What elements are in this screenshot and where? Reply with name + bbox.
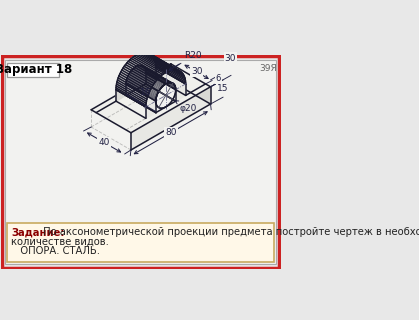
Text: Задание:: Задание:: [11, 227, 65, 237]
Text: 40: 40: [98, 138, 110, 147]
FancyBboxPatch shape: [5, 60, 276, 264]
Text: 16: 16: [140, 88, 152, 97]
Polygon shape: [171, 64, 210, 104]
Text: количестве видов.: количестве видов.: [11, 236, 109, 246]
FancyBboxPatch shape: [8, 223, 274, 262]
Polygon shape: [91, 64, 210, 133]
Polygon shape: [131, 87, 210, 150]
Text: 15: 15: [217, 84, 228, 93]
Text: ОПОРА. СТАЛЬ.: ОПОРА. СТАЛЬ.: [11, 246, 101, 256]
Polygon shape: [116, 52, 156, 101]
Text: 30: 30: [191, 67, 202, 76]
Text: R20: R20: [169, 51, 202, 70]
Text: 30: 30: [225, 53, 236, 63]
Text: 39Я: 39Я: [259, 64, 277, 73]
Text: 6: 6: [216, 74, 221, 83]
Text: Вариант 18: Вариант 18: [0, 63, 72, 76]
Polygon shape: [146, 70, 186, 118]
Text: По аксонометрической проекции предмета постройте чертеж в необходимом: По аксонометрической проекции предмета п…: [40, 227, 419, 237]
Polygon shape: [156, 83, 176, 113]
Text: 80: 80: [165, 128, 176, 137]
Polygon shape: [126, 65, 146, 95]
FancyBboxPatch shape: [8, 63, 59, 76]
Text: φ20: φ20: [174, 100, 197, 113]
